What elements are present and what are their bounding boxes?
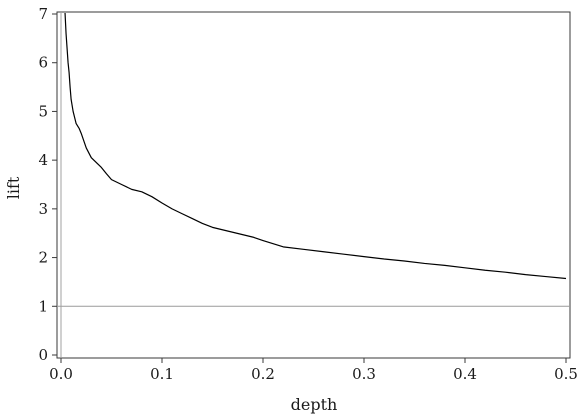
y-tick-label-4: 4 <box>38 151 48 169</box>
y-tick-label-5: 5 <box>38 102 48 120</box>
x-tick-label-3: 0.3 <box>352 365 376 383</box>
y-tick-label-1: 1 <box>38 297 48 315</box>
plot-area <box>56 11 571 359</box>
x-tick-label-4: 0.4 <box>453 365 477 383</box>
x-axis-title: depth <box>291 395 338 414</box>
y-axis-title: lift <box>4 176 23 199</box>
y-tick-label-0: 0 <box>38 346 48 364</box>
y-tick-label-2: 2 <box>38 249 48 267</box>
x-tick-label-0: 0.0 <box>49 365 73 383</box>
lift-series-line <box>64 12 567 280</box>
y-tick-label-3: 3 <box>38 200 48 218</box>
x-tick-label-1: 0.1 <box>150 365 174 383</box>
y-axis-ticks: 0 1 2 3 4 5 6 7 <box>38 5 57 364</box>
y-tick-label-7: 7 <box>38 5 48 23</box>
y-tick-label-6: 6 <box>38 54 48 72</box>
x-tick-label-2: 0.2 <box>251 365 275 383</box>
x-axis-ticks: 0.0 0.1 0.2 0.3 0.4 0.5 <box>49 358 578 383</box>
x-tick-label-5: 0.5 <box>554 365 578 383</box>
